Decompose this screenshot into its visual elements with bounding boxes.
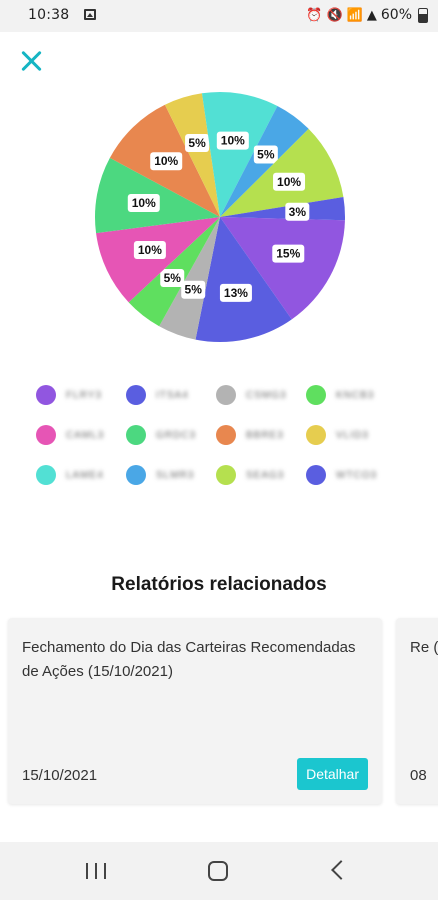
detail-button[interactable]: Detalhar bbox=[297, 758, 368, 790]
legend-item: CSMG3 bbox=[216, 384, 306, 406]
chart-legend: FLRY3 ITSA4 CSMG3 KNCB3 CAML3 GRDC3 BBRE3 VLID3… bbox=[36, 384, 416, 486]
svg-text:15%: 15% bbox=[276, 247, 300, 261]
legend-item: GRDC3 bbox=[126, 424, 216, 446]
legend-swatch bbox=[216, 425, 236, 445]
svg-text:3%: 3% bbox=[289, 205, 307, 219]
legend-swatch bbox=[306, 465, 326, 485]
svg-text:5%: 5% bbox=[185, 283, 203, 297]
alarm-icon: ⏰ bbox=[306, 7, 323, 23]
legend-item: LAME4 bbox=[36, 464, 126, 486]
pie-slice-label: 13% bbox=[219, 283, 252, 302]
pie-slice-label: 10% bbox=[273, 172, 306, 191]
legend-swatch bbox=[126, 425, 146, 445]
svg-text:10%: 10% bbox=[277, 175, 301, 189]
report-card-title: Fechamento do Dia das Carteiras Recomend… bbox=[22, 639, 356, 680]
pie-slice-label: 3% bbox=[285, 202, 310, 221]
legend-swatch bbox=[126, 385, 146, 405]
legend-item: BBRE3 bbox=[216, 424, 306, 446]
pie-chart-svg: 15%13%5%5%10%10%10%5% 10%5%10%3% bbox=[95, 92, 345, 342]
legend-swatch bbox=[36, 465, 56, 485]
recent-apps-icon[interactable] bbox=[86, 863, 106, 879]
svg-text:10%: 10% bbox=[221, 134, 245, 148]
legend-item: SLMR3 bbox=[126, 464, 216, 486]
pie-slice-label: 5% bbox=[253, 145, 278, 164]
svg-text:10%: 10% bbox=[154, 154, 178, 168]
legend-label: WTCO3 bbox=[336, 469, 378, 481]
wifi-icon: 📶 bbox=[346, 7, 363, 23]
svg-text:10%: 10% bbox=[132, 196, 156, 210]
pie-slice-label: 10% bbox=[133, 241, 166, 260]
report-card-date: 15/10/2021 bbox=[22, 767, 98, 784]
svg-text:5%: 5% bbox=[164, 271, 182, 285]
image-icon bbox=[84, 9, 96, 20]
svg-text:13%: 13% bbox=[224, 286, 248, 300]
svg-text:10%: 10% bbox=[138, 243, 162, 257]
legend-item: WTCO3 bbox=[306, 464, 396, 486]
legend-swatch bbox=[306, 425, 326, 445]
report-card[interactable]: Fechamento do Dia das Carteiras Recomend… bbox=[8, 618, 382, 804]
status-bar: 10:38 ⏰ 🔇 📶 ▲ 60% bbox=[0, 0, 438, 32]
pie-slice bbox=[201, 92, 278, 217]
legend-item: CAML3 bbox=[36, 424, 126, 446]
pie-slice bbox=[96, 217, 220, 303]
section-title: Relatórios relacionados bbox=[111, 574, 327, 595]
back-icon[interactable] bbox=[331, 860, 351, 880]
home-icon[interactable] bbox=[208, 861, 228, 881]
pie-slice bbox=[220, 197, 345, 221]
legend-label: GRDC3 bbox=[156, 429, 197, 441]
legend-item: KNCB3 bbox=[306, 384, 396, 406]
mute-icon: 🔇 bbox=[326, 7, 343, 23]
svg-text:5%: 5% bbox=[188, 136, 206, 150]
report-card-partial[interactable]: Re (08 08 bbox=[396, 618, 438, 804]
pie-slice-label: 5% bbox=[181, 280, 206, 299]
legend-label: SEAG3 bbox=[246, 469, 285, 481]
legend-label: KNCB3 bbox=[336, 389, 375, 401]
pie-slice-label: 15% bbox=[272, 244, 305, 263]
legend-item: SEAG3 bbox=[216, 464, 306, 486]
legend-swatch bbox=[36, 385, 56, 405]
pie-slice-label: 5% bbox=[160, 269, 185, 288]
legend-swatch bbox=[216, 465, 236, 485]
legend-swatch bbox=[126, 465, 146, 485]
close-icon[interactable] bbox=[16, 46, 46, 76]
status-time: 10:38 bbox=[28, 7, 70, 23]
signal-icon: ▲ bbox=[366, 7, 377, 23]
pie-slice bbox=[195, 217, 292, 342]
pie-slice-label: 5% bbox=[185, 133, 210, 152]
status-icons: ⏰ 🔇 📶 ▲ 60% bbox=[306, 7, 428, 23]
legend-swatch bbox=[216, 385, 236, 405]
legend-swatch bbox=[306, 385, 326, 405]
legend-label: VLID3 bbox=[336, 429, 369, 441]
legend-item: ITSA4 bbox=[126, 384, 216, 406]
battery-level: 60% bbox=[380, 7, 412, 23]
navigation-bar bbox=[0, 842, 438, 900]
report-card-date: 08 bbox=[410, 767, 427, 784]
pie-slice bbox=[164, 93, 220, 217]
legend-label: ITSA4 bbox=[156, 389, 189, 401]
legend-swatch bbox=[36, 425, 56, 445]
legend-item: FLRY3 bbox=[36, 384, 126, 406]
pie-chart: 15% 13% 5% 5% 10% 10% 10% 5% 10% 5% 10% 3% bbox=[80, 82, 360, 352]
report-card-title: Re (08 bbox=[410, 639, 438, 656]
battery-icon bbox=[418, 7, 428, 23]
legend-item: VLID3 bbox=[306, 424, 396, 446]
legend-label: SLMR3 bbox=[156, 469, 195, 481]
pie-slice-label: 10% bbox=[127, 193, 160, 212]
legend-label: BBRE3 bbox=[246, 429, 284, 441]
legend-label: LAME4 bbox=[66, 469, 104, 481]
pie-slice bbox=[159, 217, 220, 340]
svg-text:5%: 5% bbox=[257, 148, 275, 162]
legend-label: CAML3 bbox=[66, 429, 105, 441]
legend-label: FLRY3 bbox=[66, 389, 102, 401]
legend-label: CSMG3 bbox=[246, 389, 287, 401]
pie-slice bbox=[220, 217, 345, 320]
pie-slice-label: 10% bbox=[216, 131, 249, 150]
pie-slice-label: 10% bbox=[150, 152, 183, 171]
